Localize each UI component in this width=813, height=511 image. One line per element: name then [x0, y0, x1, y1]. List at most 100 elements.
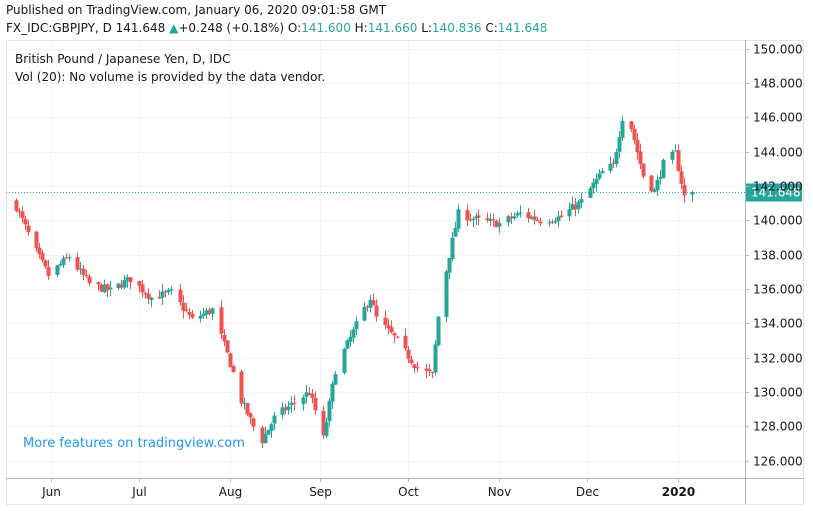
candle-body	[119, 284, 124, 288]
candle-body	[512, 216, 517, 219]
published-line: Published on TradingView.com, January 06…	[6, 3, 387, 17]
last-price-tag-label: 141.648	[751, 186, 801, 200]
candle-body	[682, 184, 687, 196]
candle-body	[301, 397, 306, 405]
candle-body	[272, 415, 277, 424]
candle-body	[415, 367, 420, 369]
candle-body	[157, 297, 162, 299]
candle-body	[567, 209, 572, 217]
candle-body	[140, 284, 145, 293]
candlestick-chart[interactable]: 141.648 150.000 148.000 146.000 144.000 142.…	[6, 40, 807, 506]
candles	[14, 116, 695, 449]
candle-body	[371, 300, 376, 306]
candle-body	[447, 257, 452, 273]
candle-body	[20, 211, 25, 219]
candle-body	[99, 284, 104, 292]
candle-body	[102, 284, 107, 293]
candle-body	[26, 225, 31, 233]
x-tick-label: Aug	[219, 485, 242, 499]
candle-body	[163, 291, 168, 293]
candle-body	[23, 218, 28, 225]
candle-body	[169, 289, 174, 291]
candle-body	[386, 325, 391, 329]
candle-body	[37, 247, 42, 255]
candle-body	[638, 151, 643, 164]
y-tick-label: 144.000	[753, 146, 803, 160]
candle-body	[310, 393, 315, 398]
candle-body	[550, 221, 555, 223]
candle-body	[389, 327, 394, 333]
candle-body	[245, 403, 250, 415]
candle-body	[181, 302, 186, 311]
candle-body	[468, 219, 473, 221]
candle-body	[570, 204, 575, 210]
candle-body	[676, 150, 681, 171]
candle-body	[526, 212, 531, 219]
candle-body	[125, 277, 130, 281]
candle-body	[330, 383, 335, 402]
candle-body	[239, 371, 244, 404]
tradingview-link[interactable]: More features on tradingview.com	[23, 436, 245, 451]
candle-body	[354, 321, 359, 330]
candle-body	[515, 213, 520, 216]
y-tick-label: 146.000	[753, 111, 803, 125]
candle-body	[465, 210, 470, 221]
candle-body	[289, 402, 294, 406]
candle-body	[348, 336, 353, 342]
candle-body	[412, 364, 417, 368]
candle-body	[64, 257, 69, 259]
time-axis: Jun Jul Aug Sep Oct Nov Dec 2020	[41, 478, 695, 499]
candle-body	[395, 336, 400, 338]
y-tick-label: 130.000	[753, 386, 803, 400]
candle-body	[424, 368, 429, 371]
candle-body	[471, 218, 476, 221]
candle-body	[611, 162, 616, 164]
candle-body	[362, 306, 367, 321]
candle-body	[149, 297, 154, 300]
x-tick-label: Dec	[576, 485, 599, 499]
symbol: FX_IDC:GBPJPY, D	[6, 21, 112, 35]
candle-body	[14, 200, 19, 211]
candle-body	[146, 293, 151, 299]
high-value: 141.660	[367, 21, 418, 35]
last-price-line: 141.648	[6, 183, 802, 202]
candle-body	[629, 121, 634, 130]
candle-body	[269, 424, 274, 431]
close-label: C:	[485, 21, 498, 35]
high-label: H:	[354, 21, 368, 35]
y-tick-label: 126.000	[753, 455, 803, 469]
candle-body	[600, 171, 605, 174]
candle-body	[453, 228, 458, 237]
candle-body	[81, 268, 86, 275]
legend-title: British Pound / Japanese Yen, D, IDC	[15, 52, 231, 66]
candle-body	[304, 392, 309, 397]
candle-body	[292, 402, 297, 404]
open-value: 141.600	[301, 21, 351, 35]
candle-body	[351, 329, 356, 338]
candle-body	[307, 393, 312, 395]
price-axis: 150.000 148.000 146.000 144.000 142.000 140.0…	[745, 43, 803, 469]
candle-body	[84, 275, 89, 277]
candle-body	[491, 219, 496, 221]
candle-body	[78, 268, 83, 270]
candle-body	[75, 257, 80, 270]
candle-body	[96, 282, 101, 285]
candle-body	[207, 309, 212, 314]
candle-body	[392, 333, 397, 336]
x-tick-label: 2020	[662, 485, 695, 499]
candle-body	[34, 231, 39, 249]
candle-body	[670, 151, 675, 160]
candle-body	[248, 413, 253, 418]
candle-body	[679, 171, 684, 184]
candle-body	[219, 307, 224, 334]
candle-body	[433, 344, 438, 373]
candle-body	[184, 309, 189, 311]
candle-body	[61, 258, 66, 266]
candle-body	[403, 335, 408, 349]
candle-body	[43, 260, 48, 267]
candle-body	[673, 150, 678, 152]
y-tick-label: 140.000	[753, 214, 803, 228]
y-tick-label: 136.000	[753, 283, 803, 297]
candle-body	[649, 175, 654, 192]
candle-body	[313, 397, 318, 411]
